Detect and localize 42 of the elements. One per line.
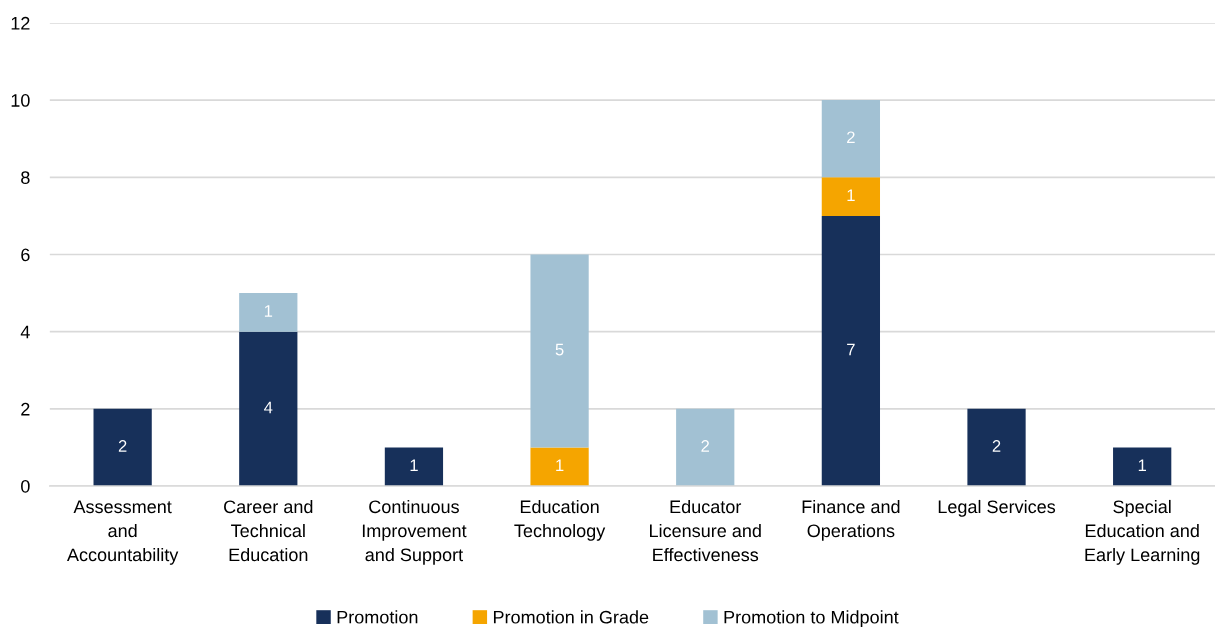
y-tick-label: 2 bbox=[21, 402, 30, 416]
x-tick-label: Finance and Operations bbox=[802, 499, 900, 541]
bar bbox=[530, 447, 589, 487]
y-tick-label: 0 bbox=[21, 479, 30, 493]
y-tick-label: 6 bbox=[21, 248, 30, 262]
data-label: 5 bbox=[555, 343, 564, 356]
x-tick-label: Educator Licensure and Effectiveness bbox=[650, 499, 761, 562]
y-tick-label: 4 bbox=[20, 325, 30, 339]
bar bbox=[239, 331, 298, 487]
data-label: 2 bbox=[992, 440, 1001, 452]
data-label: 7 bbox=[847, 343, 855, 356]
bar bbox=[1113, 447, 1172, 487]
data-label: 2 bbox=[118, 440, 127, 452]
y-tick-label: 8 bbox=[21, 171, 30, 185]
x-tick-label: Career and Technical Education bbox=[224, 499, 313, 562]
data-label: 1 bbox=[410, 459, 418, 472]
data-label: 1 bbox=[556, 459, 564, 472]
bar bbox=[384, 447, 444, 487]
bar bbox=[821, 177, 881, 216]
data-label: 1 bbox=[1138, 459, 1146, 472]
x-tick-label: Education Technology bbox=[514, 499, 606, 541]
data-label: 4 bbox=[264, 401, 273, 414]
x-tick-label: Continuous Improvement and Support bbox=[362, 499, 467, 565]
bar bbox=[239, 293, 298, 332]
legend-label: Promotion to Midpoint bbox=[724, 610, 899, 628]
x-tick-label: Legal Services bbox=[938, 499, 1056, 517]
x-tick-label: Assessment and Accountability bbox=[66, 500, 179, 565]
bar bbox=[821, 215, 881, 487]
bar bbox=[676, 408, 735, 487]
data-label: 2 bbox=[701, 440, 710, 452]
bar bbox=[530, 254, 589, 448]
data-label: 1 bbox=[847, 189, 855, 201]
data-label: 2 bbox=[847, 131, 855, 144]
y-tick-label: 10 bbox=[11, 94, 30, 107]
bar bbox=[93, 408, 152, 487]
bar bbox=[821, 100, 881, 178]
y-tick-label: 12 bbox=[11, 16, 30, 30]
legend-label: Promotion in Grade bbox=[493, 610, 649, 624]
legend-label: Promotion bbox=[337, 610, 418, 624]
x-tick-label: Special Education and Early Learning bbox=[1085, 499, 1200, 565]
data-label: 1 bbox=[264, 305, 273, 317]
bar bbox=[967, 408, 1026, 487]
